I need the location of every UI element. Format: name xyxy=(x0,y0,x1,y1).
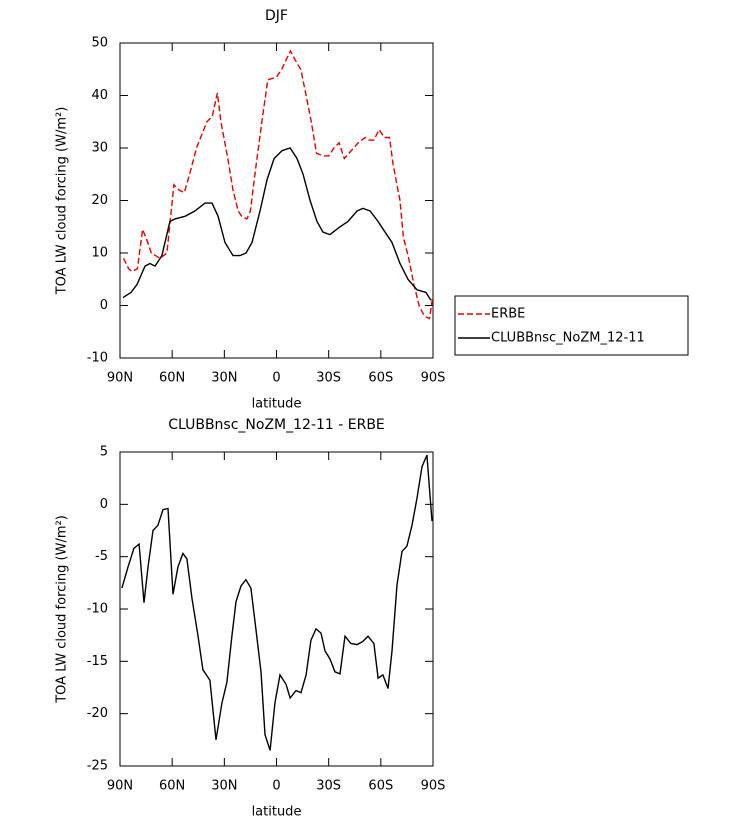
x-tick-label: 90S xyxy=(421,371,446,386)
x-tick-label: 0 xyxy=(272,779,280,794)
legend-label: CLUBBnsc_NoZM_12-11 xyxy=(491,331,645,346)
y-tick-label: 40 xyxy=(91,88,108,103)
y-tick-label: 0 xyxy=(100,298,108,313)
x-tick-label: 90N xyxy=(107,779,133,794)
x-tick-label: 30N xyxy=(211,779,237,794)
y-tick-label: 50 xyxy=(91,36,108,51)
y-tick-label: 0 xyxy=(100,497,108,512)
plot-frame xyxy=(119,451,434,767)
x-tick-label: 30N xyxy=(211,371,237,386)
x-tick-label: 60S xyxy=(368,371,393,386)
y-tick-label: 10 xyxy=(91,246,108,261)
legend-label: ERBE xyxy=(491,307,525,322)
x-tick-label: 0 xyxy=(272,371,280,386)
x-tick-label: 60S xyxy=(368,779,393,794)
legend-box xyxy=(454,295,689,356)
series-line xyxy=(121,454,433,751)
y-tick-label: 5 xyxy=(100,445,108,460)
x-tick-label: 30S xyxy=(316,779,341,794)
series-line xyxy=(122,147,432,301)
x-axis-label: latitude xyxy=(252,805,302,820)
x-tick-label: 90N xyxy=(107,371,133,386)
chart-title: CLUBBnsc_NoZM_12-11 - ERBE xyxy=(168,417,385,433)
plot-frame xyxy=(119,42,434,359)
y-tick-label: -10 xyxy=(87,351,108,366)
y-tick-label: 20 xyxy=(91,193,108,208)
y-axis-label: TOA LW cloud forcing (W/m²) xyxy=(55,107,70,296)
y-tick-label: -25 xyxy=(87,759,108,774)
y-tick-label: -20 xyxy=(87,706,108,721)
y-tick-label: 30 xyxy=(91,141,108,156)
chart-title: DJF xyxy=(265,8,288,24)
y-tick-label: -10 xyxy=(87,602,108,617)
x-tick-label: 60N xyxy=(159,779,185,794)
y-tick-label: -5 xyxy=(95,549,108,564)
x-tick-label: 30S xyxy=(316,371,341,386)
y-tick-label: -15 xyxy=(87,654,108,669)
y-axis-label: TOA LW cloud forcing (W/m²) xyxy=(55,515,70,704)
x-axis-label: latitude xyxy=(252,397,302,412)
x-tick-label: 90S xyxy=(421,779,446,794)
series-line xyxy=(122,49,434,320)
x-tick-label: 60N xyxy=(159,371,185,386)
